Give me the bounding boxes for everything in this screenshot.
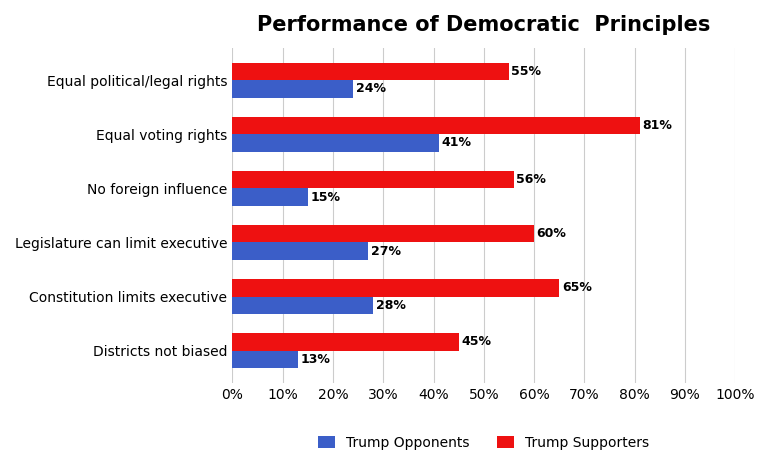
Bar: [233, 333, 459, 351]
Text: 60%: 60%: [537, 228, 567, 240]
Text: 45%: 45%: [461, 336, 491, 348]
Bar: [233, 80, 353, 98]
Text: 28%: 28%: [376, 299, 406, 312]
Text: 81%: 81%: [642, 119, 672, 132]
Text: 65%: 65%: [562, 282, 591, 294]
Text: 13%: 13%: [300, 353, 330, 366]
Text: 15%: 15%: [310, 191, 340, 203]
Text: 41%: 41%: [441, 137, 471, 149]
Text: 55%: 55%: [511, 65, 541, 78]
Text: 27%: 27%: [370, 245, 400, 257]
Text: 56%: 56%: [517, 173, 547, 186]
Legend: Trump Opponents, Trump Supporters: Trump Opponents, Trump Supporters: [313, 430, 654, 456]
Bar: [233, 297, 373, 314]
Bar: [233, 117, 640, 134]
Bar: [233, 134, 439, 152]
Title: Performance of Democratic  Principles: Performance of Democratic Principles: [257, 15, 711, 35]
Bar: [233, 225, 534, 242]
Bar: [233, 171, 514, 188]
Text: 24%: 24%: [356, 82, 386, 95]
Bar: [233, 188, 308, 206]
Bar: [233, 279, 559, 297]
Bar: [233, 63, 509, 80]
Bar: [233, 242, 368, 260]
Bar: [233, 351, 298, 368]
